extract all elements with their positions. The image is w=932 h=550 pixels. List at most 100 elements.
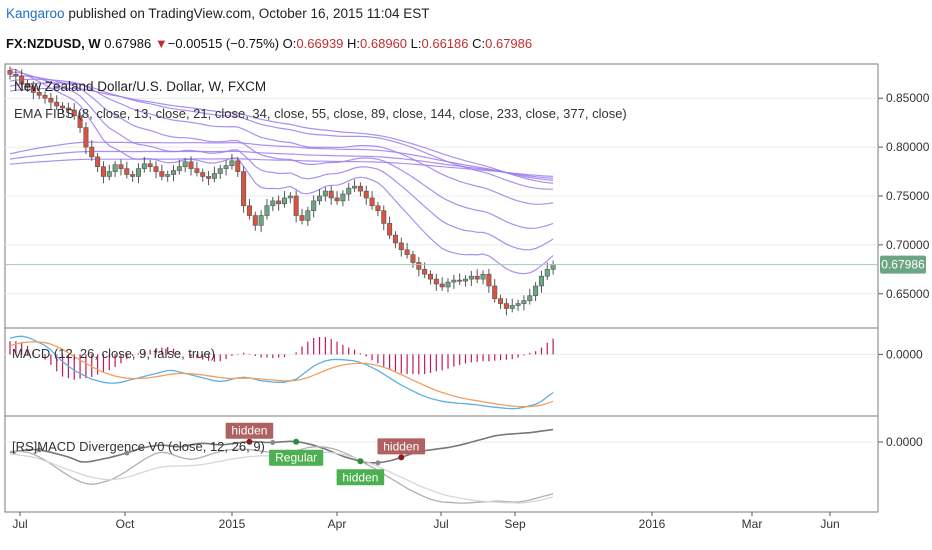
time-axis[interactable]: Jul Oct 2015 Apr Jul Sep 2016 Mar Jun xyxy=(5,511,878,531)
candle-body xyxy=(346,187,352,195)
macd-pane[interactable]: MACD (12, 26, close, 9, false, true) xyxy=(4,327,879,417)
price-pane-title: New Zealand Dollar/U.S. Dollar, W, FXCM xyxy=(14,79,266,94)
candle-body xyxy=(165,174,171,177)
candle-body xyxy=(19,75,25,84)
candle-body xyxy=(147,163,153,167)
candle-body xyxy=(235,160,241,172)
candle-body xyxy=(281,197,287,205)
candle-body xyxy=(211,173,217,179)
ema-line-377 xyxy=(9,158,554,177)
divergence-pane-title[interactable]: [RS]MACD Divergence V0 (close, 12, 26, 9… xyxy=(12,439,265,454)
price-pane[interactable]: New Zealand Dollar/U.S. Dollar, W, FXCM … xyxy=(4,63,879,329)
time-tick-label: Jul xyxy=(433,517,448,531)
candle-body xyxy=(474,275,480,280)
price-axis[interactable]: 0.85000 0.80000 0.75000 0.70000 0.65000 xyxy=(878,91,930,301)
ema-line-13 xyxy=(9,71,554,251)
ema-line-21 xyxy=(9,75,554,230)
macd-lines xyxy=(9,335,554,410)
candle-body xyxy=(410,254,416,263)
candle-body xyxy=(42,94,48,99)
time-tick-label: 2016 xyxy=(639,517,666,531)
candle-body xyxy=(311,200,317,211)
divergence-marker xyxy=(246,438,253,445)
divergence-label-bg xyxy=(377,438,426,455)
ema-line-34 xyxy=(9,78,554,205)
candle-body xyxy=(422,269,428,275)
down-arrow-icon: ▼ xyxy=(154,36,168,51)
candle-body xyxy=(200,172,206,177)
candle-body xyxy=(229,160,235,166)
ema-indicator-label[interactable]: EMA FIBS (8, close, 13, close, 21, close… xyxy=(14,106,627,121)
macd-pane-title[interactable]: MACD (12, 26, close, 9, false, true) xyxy=(12,346,215,361)
candle-body xyxy=(13,73,19,77)
candle-body xyxy=(176,166,182,171)
candle-body xyxy=(130,174,136,177)
candle-body xyxy=(468,275,474,280)
time-tick-label: Sep xyxy=(504,517,526,531)
candle-body xyxy=(264,205,270,216)
candle-body xyxy=(503,303,509,309)
author-link[interactable]: Kangaroo xyxy=(6,6,65,21)
time-tick-label: Oct xyxy=(116,517,135,531)
macd-axis: 0.0000 xyxy=(878,347,923,361)
symbol-label[interactable]: FX:NZDUSD, W xyxy=(6,36,101,51)
candle-body xyxy=(521,300,527,304)
candle-body xyxy=(340,193,346,202)
macd-signal-line xyxy=(9,341,554,408)
candle-body xyxy=(480,273,486,280)
price-tick-label: 0.70000 xyxy=(886,238,930,252)
candle-body xyxy=(65,107,71,111)
candle-body xyxy=(252,215,258,226)
candle-body xyxy=(141,163,147,169)
divergence-label-text: hidden xyxy=(342,470,378,484)
candle-body xyxy=(287,195,293,199)
time-tick-label: 2015 xyxy=(219,517,246,531)
candle-body xyxy=(118,164,124,169)
candle-body xyxy=(153,166,159,172)
candle-body xyxy=(89,146,95,158)
candle-body xyxy=(241,171,247,207)
time-tick-label: Jun xyxy=(820,517,839,531)
candle-body xyxy=(217,168,223,174)
open-value: 0.66939 xyxy=(296,36,344,51)
candle-body xyxy=(36,92,42,96)
candle-body xyxy=(258,215,264,226)
candle-body xyxy=(7,70,13,75)
ema-line-233 xyxy=(9,150,554,179)
divergence-marker xyxy=(293,438,300,445)
candle-body xyxy=(334,197,340,202)
candle-body xyxy=(492,285,498,299)
candle-body xyxy=(509,305,515,309)
ema-ribbon xyxy=(9,68,554,275)
chart-canvas[interactable]: New Zealand Dollar/U.S. Dollar, W, FXCM … xyxy=(0,58,932,550)
candle-body xyxy=(100,166,106,177)
change-value: −0.00515 (−0.75%) xyxy=(167,36,280,51)
candle-body xyxy=(392,234,398,244)
candle-body xyxy=(433,278,439,285)
candle-body xyxy=(457,279,463,282)
last-price-tag-label: 0.67986 xyxy=(881,258,925,272)
high-label: H: xyxy=(347,36,361,51)
candle-body xyxy=(83,127,89,148)
candle-body xyxy=(498,298,504,304)
candle-body xyxy=(182,161,188,167)
divergence-pivot-dot xyxy=(36,447,42,453)
candle-body xyxy=(369,197,375,207)
candle-body xyxy=(328,190,334,199)
candle-body xyxy=(171,170,177,175)
candle-body xyxy=(206,176,212,179)
divergence-pivot-dot xyxy=(375,460,381,466)
candle-body xyxy=(95,156,101,167)
time-tick-label: Jul xyxy=(12,517,27,531)
candle-body xyxy=(276,200,282,205)
candle-body xyxy=(515,303,521,306)
open-label: O: xyxy=(282,36,297,51)
candle-body xyxy=(124,168,130,175)
candle-body xyxy=(25,83,31,87)
price-tick-label: 0.65000 xyxy=(886,287,930,301)
divergence-label-text: hidden xyxy=(231,424,267,438)
divergence-pivot-dot xyxy=(270,439,276,445)
candle-body xyxy=(544,269,550,277)
candle-body xyxy=(398,242,404,251)
divergence-pane[interactable]: hidden hidden Regular hidden [RS]MACD Diver… xyxy=(4,415,879,513)
